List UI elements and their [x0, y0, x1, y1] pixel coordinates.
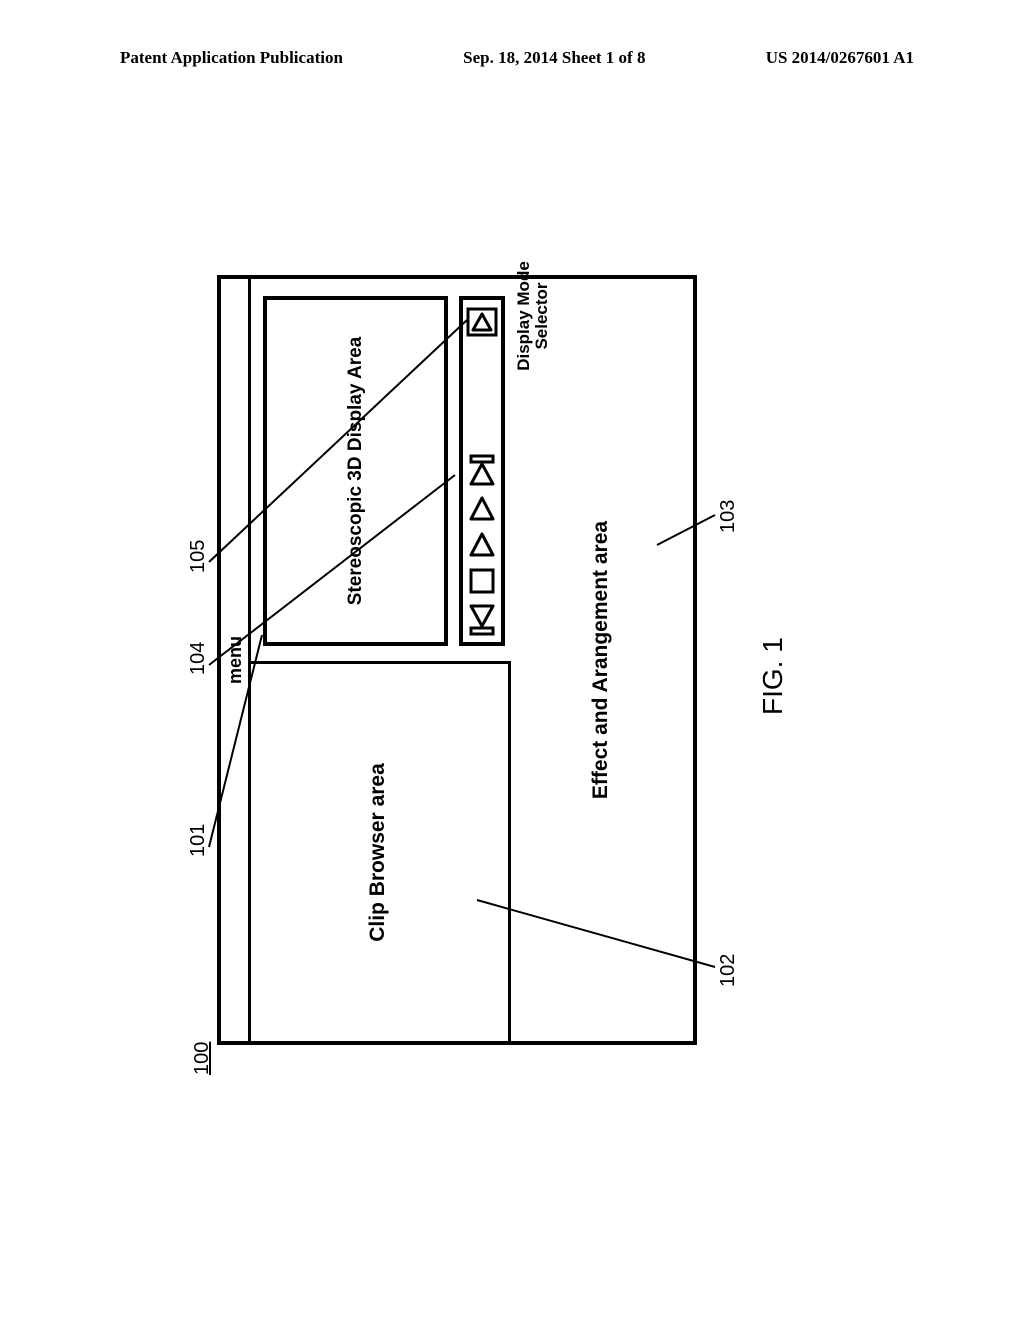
refnum-105: 105 [187, 540, 210, 573]
menu-bar: menu [221, 279, 251, 1041]
effect-arrangement-area: Effect and Arangement area [511, 279, 693, 1041]
refnum-104: 104 [187, 642, 210, 675]
display-mode-selector-label: Display Mode Selector [515, 251, 551, 381]
refnum-101: 101 [187, 824, 210, 857]
page-root: Patent Application Publication Sep. 18, … [0, 0, 1024, 1320]
display-area-label: Stereoscopic 3D Display Area [345, 300, 367, 642]
effect-area-label: Effect and Arangement area [589, 279, 613, 1041]
playback-controls-row [463, 300, 501, 642]
header-left: Patent Application Publication [120, 48, 343, 68]
playback-controls-box [459, 296, 505, 646]
header-center: Sep. 18, 2014 Sheet 1 of 8 [463, 48, 645, 68]
skip-back-icon[interactable] [467, 602, 497, 636]
page-header: Patent Application Publication Sep. 18, … [0, 48, 1024, 68]
step-forward-icon[interactable] [467, 454, 497, 488]
play-icon[interactable] [467, 530, 497, 560]
refnum-100: 100 [191, 1042, 214, 1075]
figure-label: FIG. 1 [757, 637, 789, 715]
clip-browser-label: Clip Browser area [366, 664, 390, 1041]
header-right: US 2014/0267601 A1 [766, 48, 914, 68]
stop-icon[interactable] [467, 566, 497, 596]
refnum-102: 102 [717, 954, 740, 987]
play-icon[interactable] [467, 494, 497, 524]
menu-label: menu [225, 636, 245, 684]
stereoscopic-display-area: Stereoscopic 3D Display Area [263, 296, 448, 646]
mode-selector-icon[interactable] [465, 306, 499, 338]
refnum-103: 103 [717, 500, 740, 533]
app-window-outline: menu Clip Browser area Stereoscopic 3D D… [217, 275, 697, 1045]
clip-browser-area: Clip Browser area [251, 661, 511, 1041]
figure-rotated-group: 100 menu Clip Browser area Stereoscopic … [197, 245, 827, 1075]
